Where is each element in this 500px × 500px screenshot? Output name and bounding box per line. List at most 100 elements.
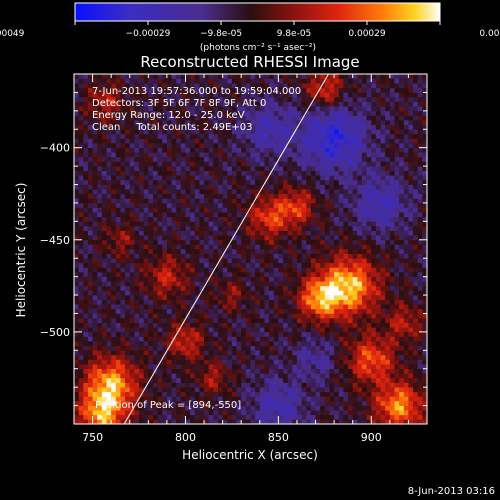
heatmap-cell <box>78 230 84 236</box>
heatmap-cell <box>399 193 405 199</box>
heatmap-cell <box>408 225 414 231</box>
heatmap-cell <box>190 396 196 402</box>
heatmap-cell <box>134 179 140 185</box>
heatmap-cell <box>320 129 326 135</box>
heatmap-cell <box>413 368 419 374</box>
heatmap-cell <box>338 410 344 416</box>
heatmap-cell <box>148 368 154 374</box>
heatmap-cell <box>143 179 149 185</box>
heatmap-cell <box>310 267 316 273</box>
heatmap-cell <box>162 202 168 208</box>
heatmap-cell <box>162 350 168 356</box>
heatmap-cell <box>129 345 135 351</box>
heatmap-cell <box>125 364 131 370</box>
heatmap-cell <box>329 184 335 190</box>
heatmap-cell <box>171 207 177 213</box>
heatmap-cell <box>329 272 335 277</box>
heatmap-cell <box>185 170 191 176</box>
heatmap-cell <box>403 249 409 254</box>
heatmap-cell <box>222 400 228 406</box>
heatmap-cell <box>283 327 288 333</box>
heatmap-cell <box>213 396 219 402</box>
heatmap-cell <box>296 147 302 153</box>
heatmap-cell <box>241 373 247 379</box>
heatmap-cell <box>403 368 409 374</box>
heatmap-cell <box>375 207 381 213</box>
heatmap-cell <box>92 419 98 424</box>
heatmap-cell <box>87 189 93 195</box>
heatmap-cell <box>273 410 279 416</box>
heatmap-cell <box>204 304 209 310</box>
heatmap-cell <box>125 387 131 393</box>
heatmap-cell <box>199 396 205 402</box>
heatmap-cell <box>83 410 89 416</box>
heatmap-cell <box>83 368 89 374</box>
heatmap-cell <box>357 267 363 273</box>
heatmap-cell <box>74 133 79 139</box>
heatmap-cell <box>208 239 214 245</box>
heatmap-cell <box>259 382 265 388</box>
heatmap-cell <box>115 221 121 227</box>
heatmap-cell <box>413 308 419 314</box>
heatmap-cell <box>278 290 284 296</box>
heatmap-cell <box>245 364 251 370</box>
heatmap-cell <box>87 161 93 167</box>
heatmap-cell <box>120 373 126 379</box>
heatmap-cell <box>111 166 117 172</box>
heatmap-cell <box>259 331 265 337</box>
heatmap-cell <box>236 281 242 287</box>
heatmap-cell <box>399 129 405 135</box>
heatmap-cell <box>222 170 228 176</box>
heatmap-cell <box>139 304 144 310</box>
heatmap-cell <box>241 331 247 337</box>
heatmap-cell <box>194 198 200 204</box>
heatmap-cell <box>287 368 293 374</box>
heatmap-cell <box>385 313 391 319</box>
heatmap-cell <box>97 161 103 167</box>
heatmap-cell <box>115 377 121 383</box>
heatmap-cell <box>106 414 112 420</box>
heatmap-cell <box>389 396 395 402</box>
heatmap-cell <box>227 262 233 268</box>
heatmap-cell <box>287 129 293 135</box>
heatmap-cell <box>301 207 307 213</box>
heatmap-cell <box>106 318 112 323</box>
heatmap-cell <box>324 313 330 319</box>
heatmap-cell <box>361 175 367 181</box>
heatmap-cell <box>74 249 79 254</box>
heatmap-cell <box>399 161 405 167</box>
heatmap-cell <box>278 414 284 420</box>
heatmap-cell <box>296 331 302 337</box>
heatmap-cell <box>139 272 144 277</box>
heatmap-cell <box>329 331 335 337</box>
heatmap-cell <box>399 267 405 273</box>
heatmap-cell <box>162 341 168 347</box>
heatmap-cell <box>385 387 391 393</box>
heatmap-cell <box>125 225 131 231</box>
heatmap-cell <box>408 253 414 259</box>
heatmap-cell <box>171 147 177 153</box>
heatmap-cell <box>115 308 121 314</box>
heatmap-cell <box>217 179 223 185</box>
heatmap-cell <box>227 419 233 424</box>
heatmap-cell <box>315 230 321 236</box>
heatmap-cell <box>320 189 326 195</box>
heatmap-cell <box>399 179 405 185</box>
heatmap-cell <box>162 193 168 199</box>
heatmap-cell <box>217 202 223 208</box>
heatmap-cell <box>236 299 242 305</box>
heatmap-cell <box>180 396 186 402</box>
heatmap-cell <box>245 341 251 347</box>
heatmap-cell <box>338 166 344 172</box>
heatmap-cell <box>324 364 330 370</box>
heatmap-cell <box>180 193 186 199</box>
heatmap-cell <box>139 143 144 148</box>
heatmap-cell <box>236 225 242 231</box>
heatmap-cell <box>361 295 367 300</box>
heatmap-cell <box>157 138 163 144</box>
heatmap-cell <box>273 147 279 153</box>
heatmap-cell <box>334 189 340 195</box>
heatmap-cell <box>273 184 279 190</box>
heatmap-cell <box>78 124 84 130</box>
heatmap-cell <box>180 419 186 424</box>
